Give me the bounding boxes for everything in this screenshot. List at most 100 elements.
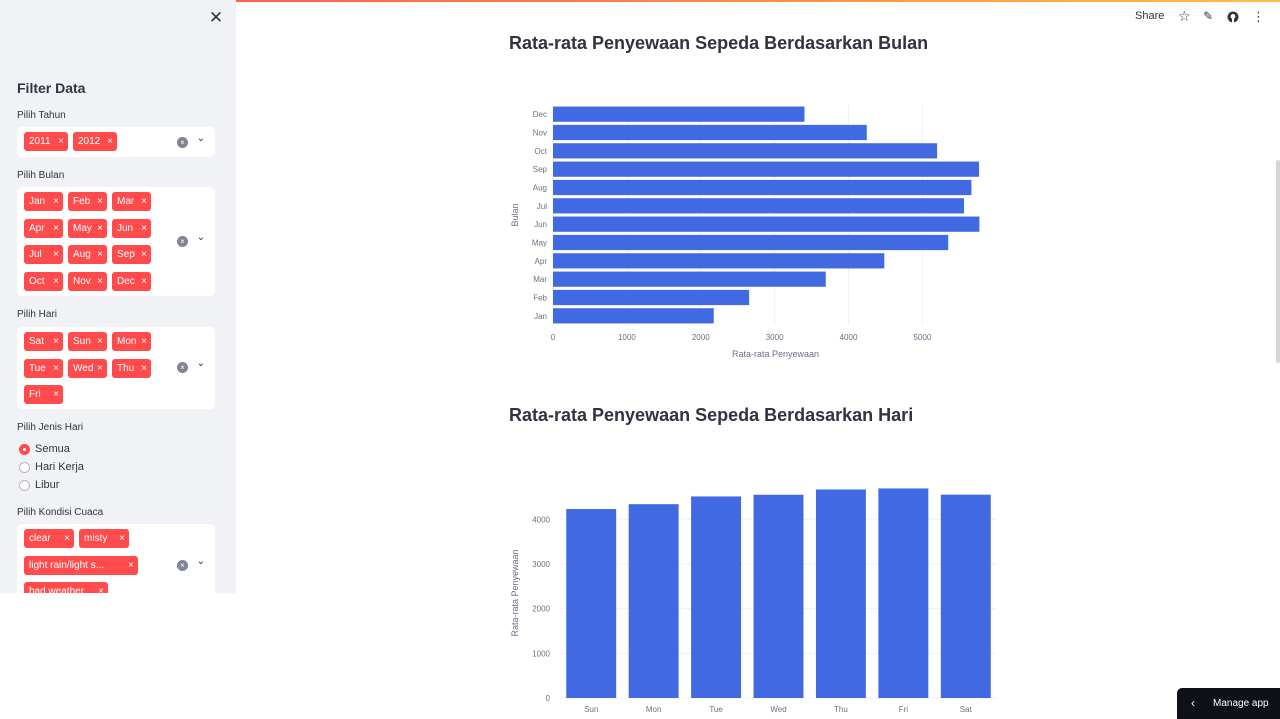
y-axis-title: Bulan xyxy=(510,203,520,226)
remove-tag-icon[interactable]: × xyxy=(58,136,64,147)
filter-tag[interactable]: Dec × xyxy=(112,271,151,291)
remove-tag-icon[interactable]: × xyxy=(141,336,147,347)
bar-jul xyxy=(553,198,965,214)
remove-tag-icon[interactable]: × xyxy=(53,389,59,400)
share-button[interactable]: Share xyxy=(1135,10,1165,22)
filter-tag-label: Thu xyxy=(117,362,135,374)
chevron-down-icon[interactable]: ⌄ xyxy=(196,133,205,144)
filter-tag[interactable]: Jun × xyxy=(112,218,151,238)
bar-oct xyxy=(553,143,938,159)
y-tick-label: 1000 xyxy=(532,649,550,658)
remove-tag-icon[interactable]: × xyxy=(97,275,103,287)
remove-tag-icon[interactable]: × xyxy=(119,533,125,544)
filter-tag[interactable]: Mon × xyxy=(112,332,151,351)
filter-tag[interactable]: Sat × xyxy=(24,332,63,351)
remove-tag-icon[interactable]: × xyxy=(98,586,104,593)
filter-tag[interactable]: 2011 × xyxy=(24,132,68,151)
filter-tag[interactable]: Oct × xyxy=(24,271,63,291)
filter-tag[interactable]: bad weather × xyxy=(24,582,108,593)
filter-tag-label: Wed xyxy=(73,362,94,374)
radio-selected-icon[interactable] xyxy=(19,444,30,455)
remove-tag-icon[interactable]: × xyxy=(141,275,147,287)
filter-tag-label: Sun xyxy=(73,336,91,347)
filter-tag[interactable]: Aug × xyxy=(68,245,107,264)
x-tick-label: 3000 xyxy=(766,333,784,342)
weather-multiselect[interactable]: clear × misty × light rain/light s... × bad we… xyxy=(17,524,215,593)
filter-tag[interactable]: Sep × xyxy=(112,245,151,264)
remove-tag-icon[interactable]: × xyxy=(53,249,59,260)
chevron-down-icon[interactable]: ⌄ xyxy=(196,556,205,567)
main-scrollbar[interactable] xyxy=(1276,160,1280,363)
year-filter-label: Pilih Tahun xyxy=(17,110,66,121)
remove-tag-icon[interactable]: × xyxy=(53,222,59,234)
sidebar-title: Filter Data xyxy=(17,80,86,96)
clear-icon[interactable]: × xyxy=(177,137,188,148)
clear-icon[interactable]: × xyxy=(177,560,188,571)
filter-tag-label: clear xyxy=(29,533,51,544)
chevron-down-icon[interactable]: ⌄ xyxy=(196,232,205,243)
chevron-down-icon[interactable]: ⌄ xyxy=(196,358,205,369)
filter-tag[interactable]: May × xyxy=(68,218,107,238)
radio-unselected-icon[interactable] xyxy=(19,480,30,491)
clear-icon[interactable]: × xyxy=(177,236,188,247)
filter-tag[interactable]: Sun × xyxy=(68,332,107,351)
filter-tag[interactable]: Thu × xyxy=(112,358,151,378)
filter-tag[interactable]: misty × xyxy=(79,529,129,548)
remove-tag-icon[interactable]: × xyxy=(97,336,103,347)
filter-tag-label: Fri xyxy=(29,389,41,400)
remove-tag-icon[interactable]: × xyxy=(97,249,103,260)
year-multiselect[interactable]: 2011 × 2012 × × ⌄ xyxy=(17,127,215,157)
filter-tag[interactable]: Jan × xyxy=(24,192,63,211)
filter-tag[interactable]: Fri × xyxy=(24,385,63,404)
main-menu-icon[interactable]: ⋮ xyxy=(1252,9,1265,24)
remove-tag-icon[interactable]: × xyxy=(53,275,59,287)
manage-app-button[interactable]: ‹ Manage app xyxy=(1177,688,1280,719)
filter-tag-label: 2012 xyxy=(78,136,101,147)
remove-tag-icon[interactable]: × xyxy=(53,336,59,347)
remove-tag-icon[interactable]: × xyxy=(141,222,147,234)
radio-unselected-icon[interactable] xyxy=(19,462,30,473)
y-tick-label: Nov xyxy=(533,129,547,138)
x-tick-label: 1000 xyxy=(618,333,636,342)
day-multiselect[interactable]: Sat × Sun × Mon × Tue × Wed × Thu × Fri × × ⌄ xyxy=(17,327,215,409)
filter-tag[interactable]: Wed × xyxy=(68,358,107,378)
star-icon[interactable]: ☆ xyxy=(1178,8,1191,24)
chart2-title: Rata-rata Penyewaan Sepeda Berdasarkan H… xyxy=(509,405,914,425)
remove-tag-icon[interactable]: × xyxy=(97,196,103,207)
clear-icon[interactable]: × xyxy=(177,362,188,373)
remove-tag-icon[interactable]: × xyxy=(64,533,70,544)
remove-tag-icon[interactable]: × xyxy=(53,196,59,207)
filter-tag[interactable]: clear × xyxy=(24,529,74,548)
x-tick-label: 2000 xyxy=(692,333,710,342)
remove-tag-icon[interactable]: × xyxy=(141,249,147,260)
edit-icon[interactable]: ✎ xyxy=(1203,9,1214,23)
radio-label: Libur xyxy=(35,479,60,491)
remove-tag-icon[interactable]: × xyxy=(53,362,59,374)
filter-tag[interactable]: Apr × xyxy=(24,218,63,238)
filter-tag-label: Jul xyxy=(29,249,42,260)
x-tick-label: Sat xyxy=(960,705,973,714)
remove-tag-icon[interactable]: × xyxy=(97,362,103,374)
filter-tag-label: Mar xyxy=(117,196,135,207)
month-multiselect[interactable]: Jan × Feb × Mar × Apr × May × Jun × Jul × Aug × Sep × Oct ×… xyxy=(17,187,215,296)
remove-tag-icon[interactable]: × xyxy=(128,559,134,571)
remove-tag-icon[interactable]: × xyxy=(141,196,147,207)
filter-tag-label: Dec xyxy=(117,275,135,287)
filter-tag[interactable]: Tue × xyxy=(24,358,63,378)
y-tick-label: Mar xyxy=(533,275,547,284)
filter-tag[interactable]: Feb × xyxy=(68,192,107,211)
x-tick-label: 5000 xyxy=(913,333,931,342)
remove-tag-icon[interactable]: × xyxy=(97,222,103,234)
y-tick-label: Jul xyxy=(537,202,547,211)
x-tick-label: 0 xyxy=(551,333,556,342)
filter-tag-label: May xyxy=(73,222,92,234)
remove-tag-icon[interactable]: × xyxy=(107,136,113,147)
filter-tag[interactable]: 2012 × xyxy=(73,132,117,151)
close-sidebar-icon[interactable]: ✕ xyxy=(208,8,224,27)
filter-tag[interactable]: Jul × xyxy=(24,245,63,264)
filter-tag[interactable]: Nov × xyxy=(68,271,107,291)
remove-tag-icon[interactable]: × xyxy=(141,362,147,374)
filter-tag[interactable]: light rain/light s... × xyxy=(24,555,138,575)
github-icon[interactable] xyxy=(1227,11,1239,23)
filter-tag[interactable]: Mar × xyxy=(112,192,151,211)
